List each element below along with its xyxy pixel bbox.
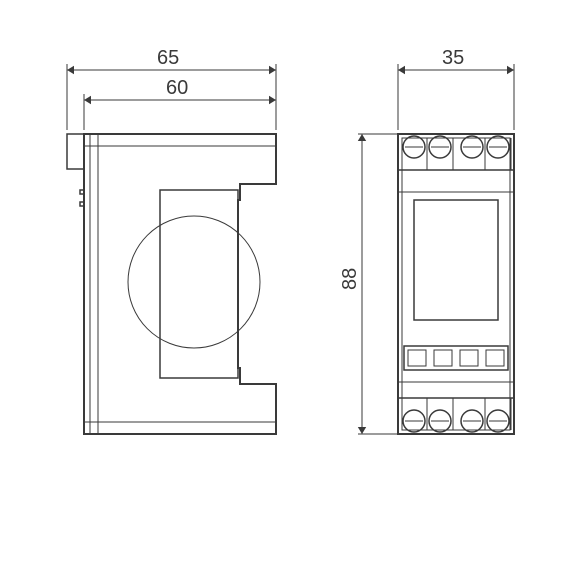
svg-text:88: 88 (339, 268, 361, 290)
svg-text:35: 35 (442, 47, 464, 69)
svg-text:60: 60 (166, 77, 188, 99)
svg-text:65: 65 (157, 47, 179, 69)
